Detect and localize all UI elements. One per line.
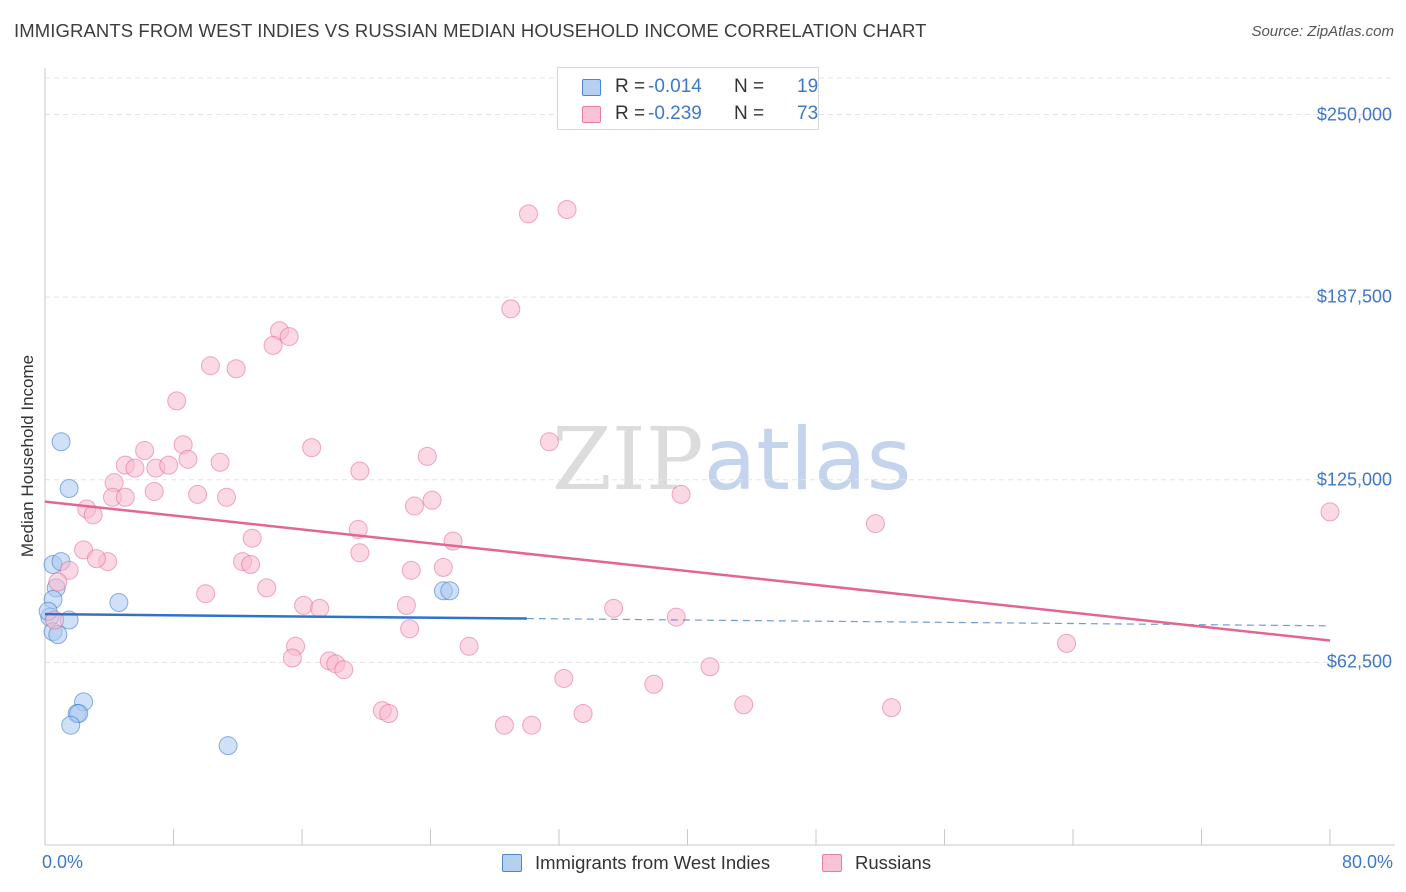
russians-point — [644, 674, 664, 694]
n-label: N = — [734, 76, 765, 97]
r-label: R = — [615, 76, 646, 97]
russians-point — [700, 657, 720, 677]
russians-point — [167, 391, 187, 411]
russians-point — [604, 598, 624, 618]
russians-point — [263, 335, 283, 355]
russians-point — [334, 660, 354, 680]
russians-point — [178, 449, 198, 469]
russians-point — [242, 528, 262, 548]
russians-point — [196, 584, 216, 604]
russians-point — [282, 648, 302, 668]
russians-point — [501, 299, 521, 319]
russians-point — [881, 698, 901, 718]
russians-point — [573, 704, 593, 724]
russians-point — [350, 461, 370, 481]
west-indies-point — [59, 479, 79, 499]
russians-point — [494, 715, 514, 735]
n-value: 19 — [797, 76, 819, 97]
russians-point — [294, 595, 314, 615]
russians-point — [539, 432, 559, 452]
russians-point — [188, 484, 208, 504]
russians-point — [518, 204, 538, 224]
russians-point — [417, 446, 437, 466]
y-tick-label: $187,500 — [1316, 286, 1392, 307]
n-label: N = — [734, 103, 765, 124]
russians-point — [310, 598, 330, 618]
west-indies-point — [440, 581, 460, 601]
west-indies-trend-line — [44, 612, 527, 620]
russians-point — [1320, 502, 1340, 522]
r-value: -0.239 — [648, 103, 702, 124]
west-indies-swatch — [582, 79, 601, 96]
correlation-stats-box: R = -0.014 N = 19 R = -0.239 N = 73 — [557, 67, 819, 130]
r-value: -0.014 — [648, 76, 702, 97]
source-label: Source: ZipAtlas.com — [1251, 23, 1394, 40]
russians-point — [671, 484, 691, 504]
russians-point — [241, 554, 261, 574]
russians-swatch — [582, 106, 601, 123]
russians-point — [279, 327, 299, 347]
russians-point — [217, 487, 237, 507]
y-tick-label: $250,000 — [1316, 104, 1392, 125]
russians-point — [226, 359, 246, 379]
russians-point — [350, 543, 370, 563]
russians-trend-line — [44, 500, 1331, 642]
west-indies-point — [109, 592, 129, 612]
r-label: R = — [615, 103, 646, 124]
x-tick-label-max: 80.0% — [1341, 852, 1393, 872]
russians-point — [433, 557, 453, 577]
russians-point — [125, 458, 145, 478]
russians-point — [257, 578, 277, 598]
n-value: 73 — [797, 103, 819, 124]
russians-point — [159, 455, 179, 475]
x-tick-label-min: 0.0% — [42, 852, 84, 872]
russians-point — [200, 356, 220, 376]
russians-point — [557, 199, 577, 219]
y-tick-label: $125,000 — [1316, 469, 1392, 490]
y-axis-label: Median Household Income — [18, 354, 37, 558]
russians-point — [865, 514, 885, 534]
russians-point — [459, 636, 479, 656]
y-tick-label: $62,500 — [1326, 651, 1392, 672]
russians-point — [302, 438, 322, 458]
legend-swatch-russians — [822, 854, 842, 872]
russians-point — [422, 490, 442, 510]
russians-point — [59, 560, 79, 580]
west-indies-point — [218, 736, 238, 756]
russians-point — [400, 619, 420, 639]
chart-title: IMMIGRANTS FROM WEST INDIES VS RUSSIAN M… — [14, 20, 927, 41]
west-indies-point — [61, 715, 81, 735]
russians-point — [135, 441, 155, 461]
russians-point — [404, 496, 424, 516]
legend-label: Russians — [855, 852, 932, 873]
legend-swatch-west-indies — [502, 854, 522, 872]
west-indies-trend-extension — [526, 617, 1331, 627]
trend-lines — [44, 500, 1331, 642]
west-indies-point — [51, 432, 71, 452]
axes — [44, 68, 1395, 846]
russians-point — [401, 560, 421, 580]
russians-point — [522, 715, 542, 735]
russians-point — [396, 595, 416, 615]
russians-point — [554, 668, 574, 688]
russians-point — [210, 452, 230, 472]
legend-label: Immigrants from West Indies — [535, 852, 771, 873]
russians-point — [1057, 633, 1077, 653]
russians-point — [734, 695, 754, 715]
russians-point — [666, 607, 686, 627]
data-points — [38, 199, 1340, 756]
russians-point — [144, 481, 164, 501]
russians-point — [379, 704, 399, 724]
russians-point — [115, 487, 135, 507]
russians-point — [48, 572, 68, 592]
russians-point — [86, 549, 106, 569]
